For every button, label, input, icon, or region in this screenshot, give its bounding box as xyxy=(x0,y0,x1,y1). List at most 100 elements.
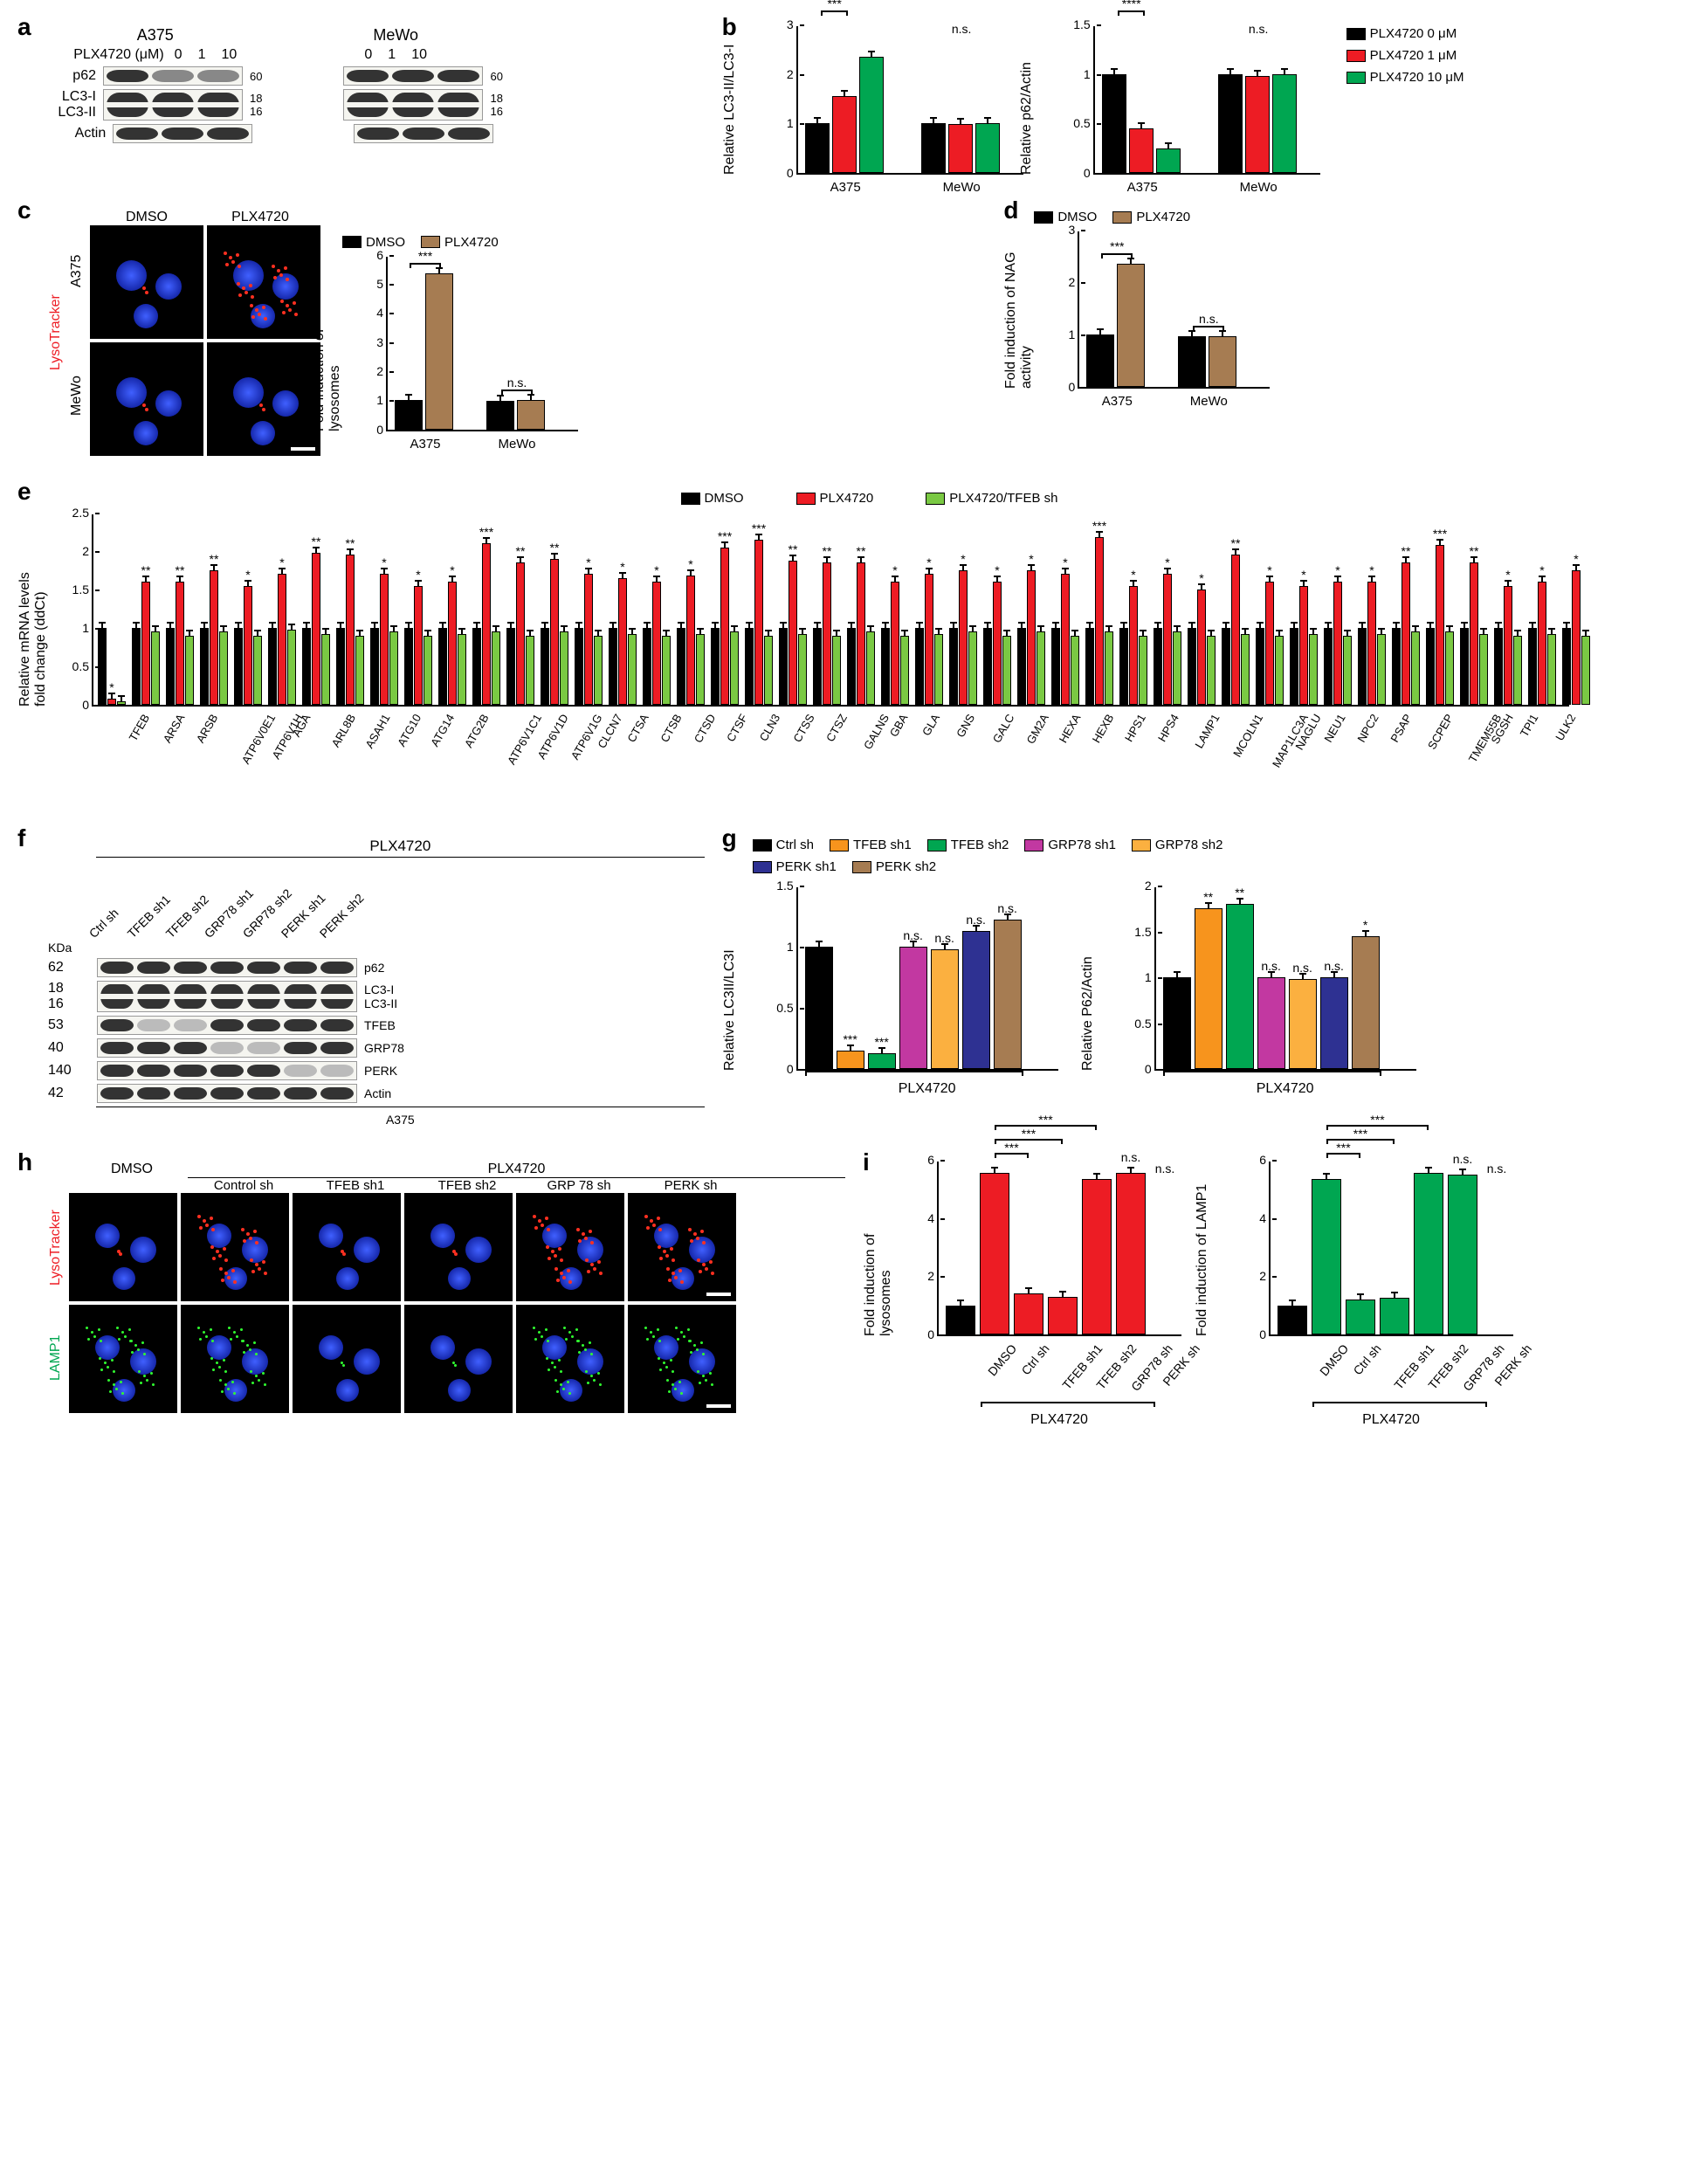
bar-chart: 0246*********n.s.n.s.DMSOCtrl shTFEB sh1… xyxy=(893,1162,1181,1428)
treatment-label: PLX4720 xyxy=(1154,1081,1416,1097)
gene-label: ARSA xyxy=(161,712,188,745)
bar-chart: 00.511.52****n.s.n.s.n.s.*Relative P62/A… xyxy=(1111,887,1416,1097)
condition-label: Control sh xyxy=(188,1178,300,1193)
gene-label: CTSB xyxy=(658,712,684,745)
gene-label: NEU1 xyxy=(1321,712,1347,745)
microscopy-grid xyxy=(90,225,320,456)
dose-label: 0 xyxy=(364,47,372,63)
cell-line-label: MeWo xyxy=(373,26,418,45)
gene-label: GLA xyxy=(919,712,942,738)
lane-label: Ctrl sh xyxy=(86,906,121,941)
bar-chart: 0123A375MeWo***n.s.Fold induction of NAG… xyxy=(1034,231,1691,389)
treatment-label: PLX4720 xyxy=(188,1162,845,1177)
marker-label: LAMP1 xyxy=(48,1303,64,1413)
gene-label: SCPEP xyxy=(1425,712,1456,752)
gene-label: PSAP xyxy=(1388,712,1414,745)
western-blot xyxy=(343,89,483,121)
gene-label: TFEB xyxy=(127,712,153,743)
lane-label: TFEB sh1 xyxy=(125,906,160,941)
legend: DMSOPLX4720 xyxy=(1034,210,1691,224)
bar-chart: 0123456A375MeWo***n.s.Fold induction ofl… xyxy=(342,257,578,431)
western-blot xyxy=(113,124,252,143)
dose-label: 1 xyxy=(198,47,206,63)
mw-label: 42 xyxy=(48,1086,90,1101)
legend: DMSOPLX4720PLX4720/TFEB sh xyxy=(48,491,1691,506)
protein-label: p62 xyxy=(364,961,384,975)
western-blot xyxy=(354,124,493,143)
gene-label: ARL8B xyxy=(329,712,359,749)
gene-label: HEXA xyxy=(1057,712,1084,745)
treatment-label: PLX4720 xyxy=(937,1412,1181,1428)
panel-label: a xyxy=(17,13,31,41)
dose-label: 1 xyxy=(388,47,396,63)
treatment-label: PLX4720 xyxy=(96,838,705,855)
western-blot xyxy=(97,981,357,1012)
gene-label: CTSS xyxy=(790,712,816,745)
marker-label: LysoTracker xyxy=(48,1193,64,1303)
dose-label: 10 xyxy=(411,47,427,63)
protein-label: LC3-ILC3-II xyxy=(364,982,397,1010)
protein-label: LC3-ILC3-II xyxy=(48,89,96,121)
bar-chart: 0246*********n.s.n.s.DMSOCtrl shTFEB sh1… xyxy=(1225,1162,1513,1428)
western-blot xyxy=(103,89,243,121)
gene-label: TPI1 xyxy=(1518,712,1541,739)
western-blot xyxy=(97,1016,357,1035)
protein-label: Actin xyxy=(58,126,106,141)
western-blot xyxy=(97,1038,357,1058)
mw-label: 62 xyxy=(48,960,90,976)
condition-label: PERK sh xyxy=(635,1178,747,1193)
bar-chart: 00.511.5A375MeWo********n.s.Relative p62… xyxy=(1050,26,1320,175)
kda-label: KDa xyxy=(48,941,705,955)
panel-a: aA375PLX4720 (μM)0110p6260LC3-ILC3-II181… xyxy=(17,17,705,175)
protein-label: GRP78 xyxy=(364,1041,404,1055)
mw-label: 1816 xyxy=(48,981,90,1012)
gene-label: HPS1 xyxy=(1122,712,1148,744)
gene-label: CLN3 xyxy=(757,712,783,743)
treatment-label: PLX4720 xyxy=(796,1081,1058,1097)
marker-label: LysoTracker xyxy=(48,219,64,446)
mw-label: 53 xyxy=(48,1017,90,1033)
gene-label: ATP6V1C1 xyxy=(505,712,544,767)
condition-label: Ctrl sh xyxy=(1350,1341,1383,1377)
mw-label: 140 xyxy=(48,1063,90,1079)
gene-label: ATG14 xyxy=(428,712,457,748)
mw-label: 40 xyxy=(48,1040,90,1056)
panel-b: b0123A375MeWo*******n.s.Relative LC3-II/… xyxy=(722,17,1691,175)
panel-e: eDMSOPLX4720PLX4720/TFEB sh00.511.522.5*… xyxy=(17,482,1691,803)
legend: PLX4720 0 μMPLX4720 1 μMPLX4720 10 μM xyxy=(1346,26,1464,85)
cell-line-label: A375 xyxy=(137,26,174,45)
western-blot xyxy=(97,958,357,977)
western-blot xyxy=(103,66,243,86)
treatment-label: PLX4720 xyxy=(1269,1412,1513,1428)
gene-label: CTSZ xyxy=(823,712,850,744)
lane-label: GRP78 sh2 xyxy=(240,906,275,941)
western-blot xyxy=(343,66,483,86)
dose-row-label: PLX4720 (μM) xyxy=(73,47,163,63)
panel-f: fPLX4720Ctrl shTFEB sh1TFEB sh2GRP78 sh1… xyxy=(17,829,705,1127)
protein-label: Actin xyxy=(364,1086,391,1100)
panel-h: hDMSOPLX4720Control shTFEB sh1TFEB sh2GR… xyxy=(17,1153,845,1428)
condition-label: TFEB sh2 xyxy=(411,1178,523,1193)
gene-label: ULK2 xyxy=(1553,712,1578,743)
treatment-label: DMSO xyxy=(90,210,203,225)
lane-label: PERK sh2 xyxy=(317,906,352,941)
condition-label: GRP 78 sh xyxy=(523,1178,635,1193)
lane-label: TFEB sh2 xyxy=(163,906,198,941)
condition-label: DMSO xyxy=(1317,1341,1351,1378)
gene-label: GBA xyxy=(887,712,911,739)
cell-line-label: A375 xyxy=(96,1113,705,1127)
condition-label: TFEB sh1 xyxy=(300,1178,411,1193)
gene-label: HPS4 xyxy=(1155,712,1181,744)
treatment-label: PLX4720 xyxy=(203,210,317,225)
gene-label: GNS xyxy=(954,712,977,740)
gene-label: GM2A xyxy=(1023,712,1050,746)
gene-label: GALC xyxy=(990,712,1017,745)
gene-label: CTSF xyxy=(724,712,750,744)
gene-label: ATG10 xyxy=(395,712,424,748)
cell-line-label: A375 xyxy=(69,215,85,327)
gene-label: ASAH1 xyxy=(362,712,392,750)
western-blot xyxy=(97,1084,357,1103)
western-blot xyxy=(97,1061,357,1080)
gene-label: CTSD xyxy=(692,712,719,745)
protein-label: p62 xyxy=(48,68,96,84)
